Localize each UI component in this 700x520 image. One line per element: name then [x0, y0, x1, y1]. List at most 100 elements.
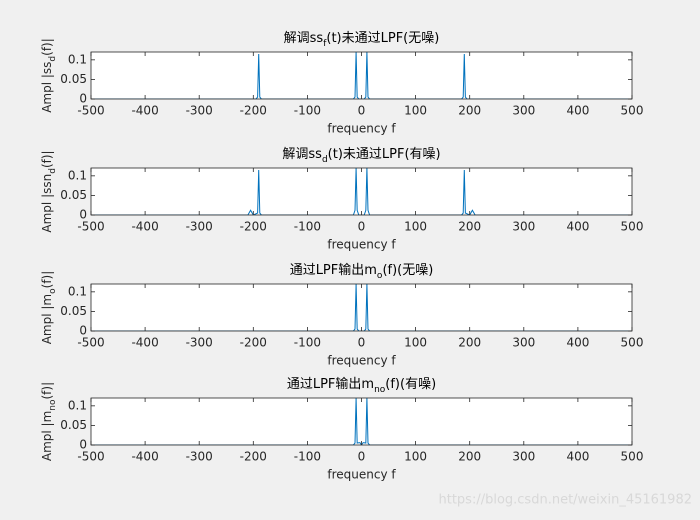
- spectrum-line: [91, 52, 632, 99]
- x-tick-label: 100: [404, 336, 427, 350]
- x-tick-label: 200: [458, 450, 481, 464]
- subscript: d: [48, 168, 58, 174]
- axes-background: [91, 168, 632, 215]
- y-tick-label: 0: [79, 92, 87, 106]
- text-part: (f)(无噪): [382, 263, 433, 278]
- subscript: d: [322, 155, 328, 165]
- y-tick-label: 0.05: [60, 72, 87, 86]
- y-tick-label: 0.05: [60, 188, 87, 202]
- text-part: (t)未通过LPF(有噪): [328, 147, 441, 162]
- x-tick-label: -100: [294, 220, 321, 234]
- text-part: (f)|: [40, 271, 54, 289]
- x-tick-label: 400: [566, 336, 589, 350]
- text-part: 解调ss: [284, 31, 324, 46]
- text-part: (f)|: [40, 150, 54, 168]
- x-tick-label: 0: [358, 450, 366, 464]
- y-tick-label: 0.1: [68, 398, 87, 412]
- subscript: o: [377, 271, 383, 281]
- x-tick-label: -300: [186, 220, 213, 234]
- x-tick-label: -200: [240, 104, 267, 118]
- x-tick-label: 200: [458, 220, 481, 234]
- x-tick-label: -500: [77, 450, 104, 464]
- x-tick-label: -100: [294, 336, 321, 350]
- subplot: -500 -400 -300 -200 -100 0 100 200 300 400 500 0 0.0…: [40, 147, 644, 252]
- x-tick-label: 400: [566, 220, 589, 234]
- text-part: (f)|: [40, 382, 54, 400]
- chart-title: 通过LPF输出mo(f)(无噪): [290, 262, 434, 281]
- y-tick-label: 0: [79, 438, 87, 452]
- text-part: 解调ss: [282, 147, 322, 162]
- x-tick-label: -400: [131, 336, 158, 350]
- x-tick-label: 300: [512, 450, 535, 464]
- y-axis-label: Ampl |mno(f)|: [40, 382, 58, 461]
- axes-background: [91, 284, 632, 331]
- x-axis-label: frequency f: [327, 238, 396, 252]
- y-tick-label: 0.05: [60, 418, 87, 432]
- x-tick-label: -500: [77, 104, 104, 118]
- x-tick-label: 200: [458, 104, 481, 118]
- subplot: -500 -400 -300 -200 -100 0 100 200 300 400 500 0 0.0…: [40, 262, 644, 368]
- x-tick-label: 500: [621, 104, 644, 118]
- chart-title: 解调ssd(t)未通过LPF(有噪): [282, 147, 440, 165]
- chart-title: 通过LPF输出mno(f)(有噪): [287, 376, 436, 395]
- x-tick-label: 400: [566, 104, 589, 118]
- y-axis-label: Ampl |ssd(f)|: [40, 38, 58, 113]
- chart-title: 解调ssf(t)未通过LPF(无噪): [284, 31, 440, 49]
- x-tick-label: 300: [512, 104, 535, 118]
- text-part: Ampl |m: [40, 411, 54, 461]
- spectrum-line: [91, 168, 632, 215]
- x-tick-label: -400: [131, 104, 158, 118]
- x-tick-label: -300: [186, 104, 213, 118]
- x-tick-label: -200: [240, 450, 267, 464]
- x-tick-label: -400: [131, 220, 158, 234]
- axes-background: [91, 398, 632, 445]
- x-tick-label: 300: [512, 336, 535, 350]
- spectrum-line: [91, 398, 632, 445]
- y-tick-label: 0.1: [68, 284, 87, 298]
- x-tick-label: 100: [404, 450, 427, 464]
- y-tick-label: 0: [79, 324, 87, 338]
- text-part: Ampl |ssn: [40, 174, 54, 233]
- x-tick-label: 100: [404, 104, 427, 118]
- x-tick-label: 500: [621, 220, 644, 234]
- text-part: 通过LPF输出m: [287, 376, 374, 392]
- subplot: -500 -400 -300 -200 -100 0 100 200 300 400 500 0 0.0…: [40, 31, 644, 136]
- text-part: Ampl |ss: [40, 62, 54, 113]
- x-tick-label: -100: [294, 450, 321, 464]
- x-tick-label: 100: [404, 220, 427, 234]
- y-axis-label: Ampl |mo(f)|: [40, 271, 58, 345]
- watermark: https://blog.csdn.net/weixin_45161982: [438, 493, 692, 508]
- text-part: (t)未通过LPF(无噪): [326, 31, 439, 46]
- subscript: f: [323, 39, 327, 49]
- subscript: no: [48, 399, 58, 411]
- x-tick-label: -200: [240, 336, 267, 350]
- x-tick-label: -500: [77, 220, 104, 234]
- x-axis-label: frequency f: [327, 354, 396, 368]
- x-axis-label: frequency f: [327, 468, 396, 482]
- x-tick-label: -100: [294, 104, 321, 118]
- x-tick-label: -500: [77, 336, 104, 350]
- subplot: -500 -400 -300 -200 -100 0 100 200 300 400 500 0 0.0…: [40, 376, 644, 482]
- x-tick-label: 0: [358, 336, 366, 350]
- text-part: Ampl |m: [40, 294, 54, 344]
- text-part: (f)|: [40, 38, 54, 56]
- text-part: 通过LPF输出m: [290, 262, 377, 278]
- x-tick-label: -400: [131, 450, 158, 464]
- y-tick-label: 0.1: [68, 168, 87, 182]
- x-tick-label: 300: [512, 220, 535, 234]
- y-tick-label: 0: [79, 208, 87, 222]
- subscript: d: [48, 56, 58, 62]
- subscript: no: [374, 385, 386, 395]
- y-tick-label: 0.05: [60, 304, 87, 318]
- subscript: o: [48, 288, 58, 294]
- x-tick-label: -300: [186, 336, 213, 350]
- axes-background: [91, 52, 632, 99]
- x-tick-label: -300: [186, 450, 213, 464]
- x-axis-label: frequency f: [327, 122, 396, 136]
- x-tick-label: -200: [240, 220, 267, 234]
- x-tick-label: 500: [621, 450, 644, 464]
- x-tick-label: 0: [358, 220, 366, 234]
- x-tick-label: 400: [566, 450, 589, 464]
